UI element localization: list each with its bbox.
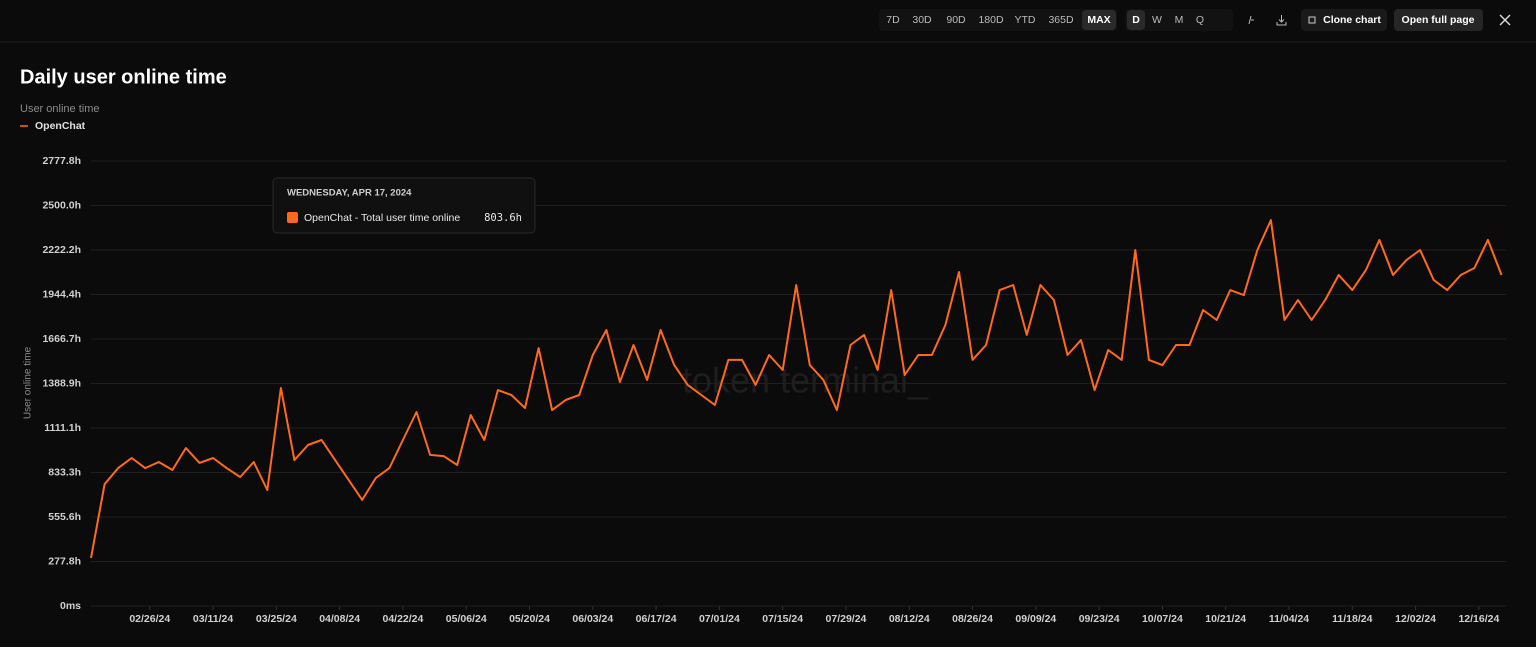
- chart-subtitle: User online time: [20, 103, 99, 115]
- interval-button[interactable]: Q: [1196, 14, 1204, 26]
- interval-button-bg[interactable]: [1127, 10, 1145, 30]
- tooltip-swatch: [287, 212, 298, 223]
- x-tick-label: 02/26/24: [129, 613, 170, 625]
- range-button[interactable]: 7D: [886, 14, 900, 26]
- interval-button[interactable]: D: [1132, 14, 1140, 26]
- y-tick-label: 0ms: [60, 600, 81, 612]
- x-tick-label: 08/12/24: [889, 613, 930, 625]
- close-icon[interactable]: [1499, 14, 1511, 26]
- x-tick-label: 10/07/24: [1142, 613, 1183, 625]
- x-tick-label: 03/11/24: [193, 613, 233, 625]
- x-tick-label: 12/02/24: [1395, 613, 1436, 625]
- clone-icon: [1308, 16, 1316, 24]
- range-button-bg[interactable]: [1082, 10, 1116, 30]
- x-tick-label: 04/22/24: [382, 613, 423, 625]
- interval-button[interactable]: W: [1152, 14, 1162, 26]
- action-button-bg[interactable]: [1301, 9, 1387, 31]
- x-tick-label: 03/25/24: [256, 613, 297, 625]
- toolbar-group: [879, 9, 1117, 31]
- range-button[interactable]: YTD: [1015, 14, 1036, 26]
- chart-title: Daily user online time: [20, 66, 227, 88]
- x-tick-label: 09/09/24: [1015, 613, 1056, 625]
- toolbar-group: [1125, 9, 1233, 31]
- y-tick-label: 2222.2h: [42, 244, 81, 256]
- x-tick-label: 06/03/24: [572, 613, 613, 625]
- download-icon[interactable]: [1276, 15, 1287, 26]
- y-tick-label: 277.8h: [48, 555, 81, 567]
- y-tick-label: 2777.8h: [42, 155, 81, 167]
- x-tick-label: 12/16/24: [1458, 613, 1499, 625]
- x-tick-label: 11/18/24: [1332, 613, 1372, 625]
- y-tick-label: 555.6h: [48, 511, 81, 523]
- x-tick-label: 07/01/24: [699, 613, 740, 625]
- tooltip-date: WEDNESDAY, APR 17, 2024: [287, 188, 412, 199]
- y-axis-label: User online time: [23, 346, 34, 419]
- y-tick-label: 1666.7h: [42, 333, 81, 345]
- tooltip-value: 803.6h: [484, 212, 522, 224]
- y-tick-label: 1944.4h: [42, 288, 81, 300]
- interval-button[interactable]: M: [1175, 14, 1184, 26]
- x-tick-label: 10/21/24: [1205, 613, 1246, 625]
- range-button[interactable]: 365D: [1048, 14, 1074, 26]
- range-button[interactable]: MAX: [1087, 14, 1110, 26]
- x-tick-label: 07/15/24: [762, 613, 803, 625]
- action-button[interactable]: Open full page: [1402, 14, 1475, 26]
- action-button-bg[interactable]: [1394, 9, 1483, 31]
- tooltip: [272, 177, 536, 234]
- formula-icon[interactable]: [1248, 15, 1254, 25]
- legend-label: OpenChat: [35, 120, 86, 132]
- line-series: [90, 219, 1503, 559]
- x-tick-label: 05/20/24: [509, 613, 550, 625]
- x-tick-label: 04/08/24: [319, 613, 360, 625]
- x-tick-label: 07/29/24: [826, 613, 867, 625]
- y-tick-label: 2500.0h: [42, 199, 81, 211]
- x-tick-label: 09/23/24: [1079, 613, 1120, 625]
- range-button[interactable]: 180D: [978, 14, 1004, 26]
- x-tick-label: 06/17/24: [636, 613, 677, 625]
- y-tick-label: 833.3h: [48, 466, 81, 478]
- y-tick-label: 1111.1h: [44, 422, 81, 434]
- range-button[interactable]: 90D: [946, 14, 966, 26]
- range-button[interactable]: 30D: [912, 14, 932, 26]
- x-tick-label: 05/06/24: [446, 613, 487, 625]
- x-tick-label: 11/04/24: [1269, 613, 1309, 625]
- tooltip-label: OpenChat - Total user time online: [304, 212, 460, 224]
- y-tick-label: 1388.9h: [42, 377, 81, 389]
- action-button[interactable]: Clone chart: [1323, 14, 1381, 26]
- x-tick-label: 08/26/24: [952, 613, 993, 625]
